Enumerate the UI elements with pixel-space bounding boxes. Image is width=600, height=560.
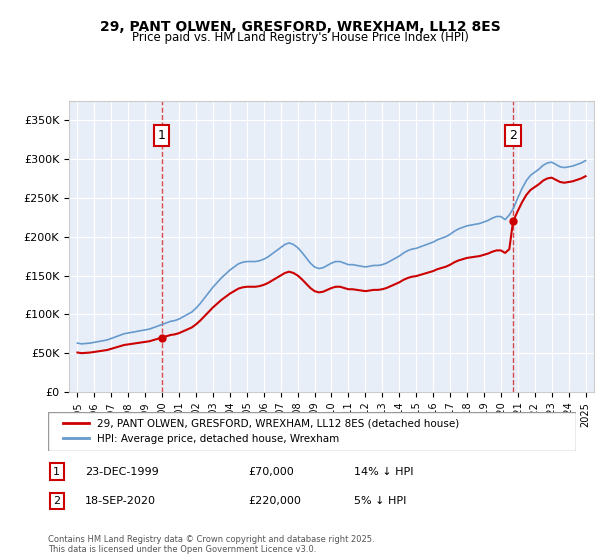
- Text: 1: 1: [158, 129, 166, 142]
- Legend: 29, PANT OLWEN, GRESFORD, WREXHAM, LL12 8ES (detached house), HPI: Average price: 29, PANT OLWEN, GRESFORD, WREXHAM, LL12 …: [58, 414, 463, 448]
- Text: 29, PANT OLWEN, GRESFORD, WREXHAM, LL12 8ES: 29, PANT OLWEN, GRESFORD, WREXHAM, LL12 …: [100, 20, 500, 34]
- Text: Contains HM Land Registry data © Crown copyright and database right 2025.
This d: Contains HM Land Registry data © Crown c…: [48, 535, 374, 554]
- Text: 2: 2: [509, 129, 517, 142]
- FancyBboxPatch shape: [48, 412, 576, 451]
- Text: 5% ↓ HPI: 5% ↓ HPI: [354, 496, 407, 506]
- Text: 23-DEC-1999: 23-DEC-1999: [85, 467, 159, 477]
- Text: £220,000: £220,000: [248, 496, 302, 506]
- Text: 2: 2: [53, 496, 61, 506]
- Text: £70,000: £70,000: [248, 467, 295, 477]
- Text: 18-SEP-2020: 18-SEP-2020: [85, 496, 156, 506]
- Text: 1: 1: [53, 467, 60, 477]
- Text: Price paid vs. HM Land Registry's House Price Index (HPI): Price paid vs. HM Land Registry's House …: [131, 31, 469, 44]
- Text: 14% ↓ HPI: 14% ↓ HPI: [354, 467, 414, 477]
